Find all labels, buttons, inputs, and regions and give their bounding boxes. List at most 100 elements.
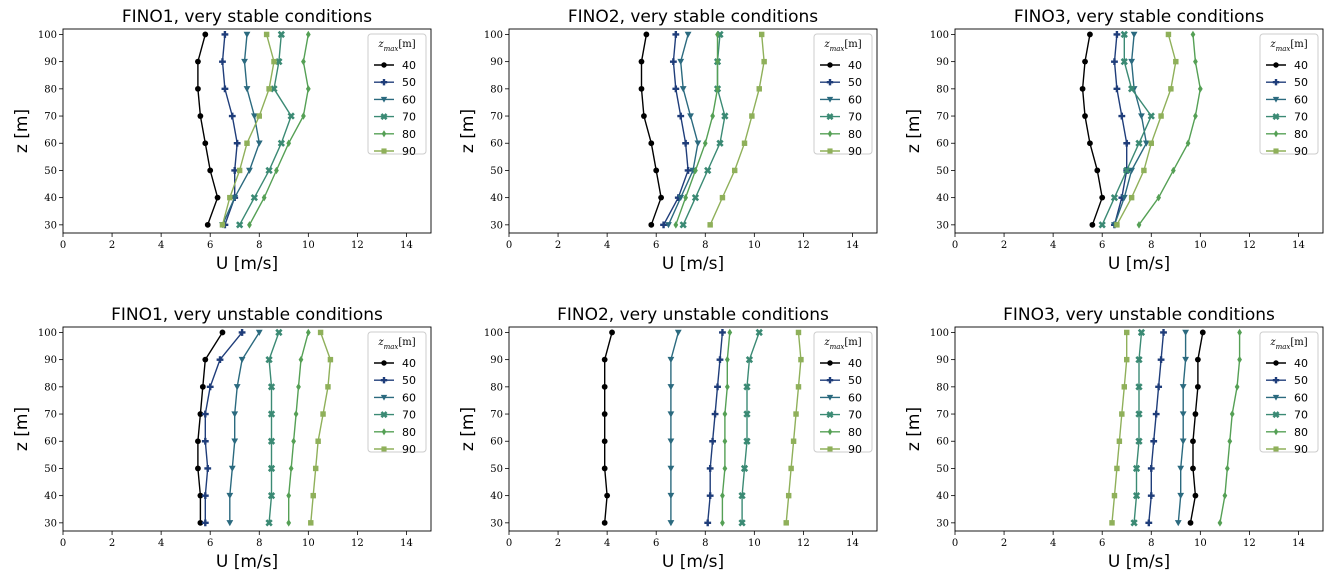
legend-marker (381, 130, 387, 138)
x-axis-label: U [m/s] (662, 552, 724, 572)
subplot-title: FINO3, very stable conditions (1014, 7, 1264, 27)
legend-title: zmax[m] (823, 337, 861, 351)
data-point (1217, 519, 1223, 527)
x-tick-label: 0 (952, 538, 958, 549)
series-50 (704, 329, 726, 527)
legend: zmax[m] 40 50 60 70 80 90 (1259, 331, 1319, 456)
series-line (709, 34, 765, 226)
legend-label: 40 (402, 59, 416, 72)
data-point (1152, 410, 1160, 418)
x-tick-label: 12 (351, 538, 364, 549)
data-point (1227, 437, 1233, 445)
data-point (243, 86, 251, 93)
y-tick-label: 60 (490, 139, 503, 150)
data-point (286, 519, 292, 527)
series-line (1101, 34, 1153, 226)
y-tick-label: 80 (44, 84, 57, 95)
series-60 (1111, 31, 1150, 229)
legend-entry-90: 90 (1266, 443, 1308, 456)
data-point (1087, 140, 1093, 147)
data-point (790, 438, 797, 444)
data-point (1229, 410, 1235, 418)
data-point (707, 222, 713, 228)
data-point (1138, 113, 1145, 120)
plot-frame (508, 326, 878, 532)
subplot-title: FINO1, very unstable conditions (111, 305, 383, 325)
data-point (255, 140, 263, 147)
data-point (320, 411, 326, 417)
data-point (672, 85, 680, 93)
legend-entry-60: 60 (1266, 93, 1308, 106)
data-point (195, 85, 201, 92)
data-point (265, 356, 273, 364)
x-tick-label: 2 (109, 240, 115, 251)
data-point (1120, 194, 1128, 202)
data-point (199, 383, 206, 390)
y-axis-label: z [m] (458, 109, 478, 153)
data-point (667, 384, 675, 391)
series-line (197, 332, 224, 523)
data-point (1147, 112, 1155, 120)
x-tick-label: 12 (797, 538, 810, 549)
legend-marker (826, 79, 834, 86)
data-point (1158, 113, 1164, 119)
legend-entry-60: 60 (820, 93, 862, 106)
data-point (1187, 519, 1194, 526)
data-point (315, 438, 321, 444)
x-tick-label: 8 (702, 538, 708, 549)
data-point (1121, 384, 1127, 390)
data-point (231, 194, 239, 202)
y-tick-label: 30 (44, 220, 57, 231)
subplot-title: FINO2, very stable conditions (568, 7, 818, 27)
data-point (250, 194, 258, 202)
series-80 (247, 30, 311, 229)
data-point (291, 437, 296, 445)
legend-entry-70: 70 (1266, 111, 1308, 124)
data-point (275, 328, 283, 337)
data-point (738, 492, 746, 500)
data-point (1094, 167, 1101, 174)
series-line (221, 34, 261, 226)
y-tick-label: 30 (44, 518, 57, 529)
data-point (219, 222, 226, 228)
legend-marker (1272, 394, 1280, 401)
series-90 (707, 31, 767, 228)
data-point (783, 520, 789, 526)
x-tick-label: 10 (302, 538, 315, 549)
legend-entry-80: 80 (820, 128, 862, 141)
y-tick-label: 30 (490, 220, 503, 231)
x-tick-label: 0 (952, 240, 958, 251)
legend-label: 60 (848, 93, 862, 106)
y-tick-label: 50 (44, 166, 57, 177)
data-point (638, 85, 645, 92)
data-point (201, 492, 209, 500)
data-point (201, 519, 209, 527)
data-point (721, 112, 729, 120)
legend-entry-80: 80 (1266, 128, 1308, 141)
data-point (1193, 112, 1198, 120)
data-point (716, 139, 724, 147)
data-point (702, 139, 708, 147)
data-point (1160, 329, 1167, 336)
y-tick-label: 60 (44, 139, 57, 150)
plot-frame (62, 326, 432, 532)
legend-entry-50: 50 (374, 374, 416, 387)
data-point (207, 167, 214, 174)
data-point (643, 31, 650, 38)
legend-title: zmax[m] (1269, 337, 1307, 351)
data-point (1222, 491, 1228, 500)
y-tick-label: 70 (490, 112, 503, 123)
y-tick-label: 100 (930, 328, 949, 339)
data-point (255, 329, 263, 336)
data-point (1120, 30, 1128, 39)
data-point (1136, 221, 1142, 229)
data-point (1128, 85, 1136, 93)
data-point (241, 58, 248, 66)
series-40 (195, 329, 226, 526)
series-90 (1114, 31, 1179, 228)
data-point (197, 411, 204, 417)
subplot-title: FINO2, very unstable conditions (557, 305, 829, 325)
data-point (202, 140, 209, 147)
data-point (305, 328, 311, 337)
series-60 (667, 329, 682, 527)
